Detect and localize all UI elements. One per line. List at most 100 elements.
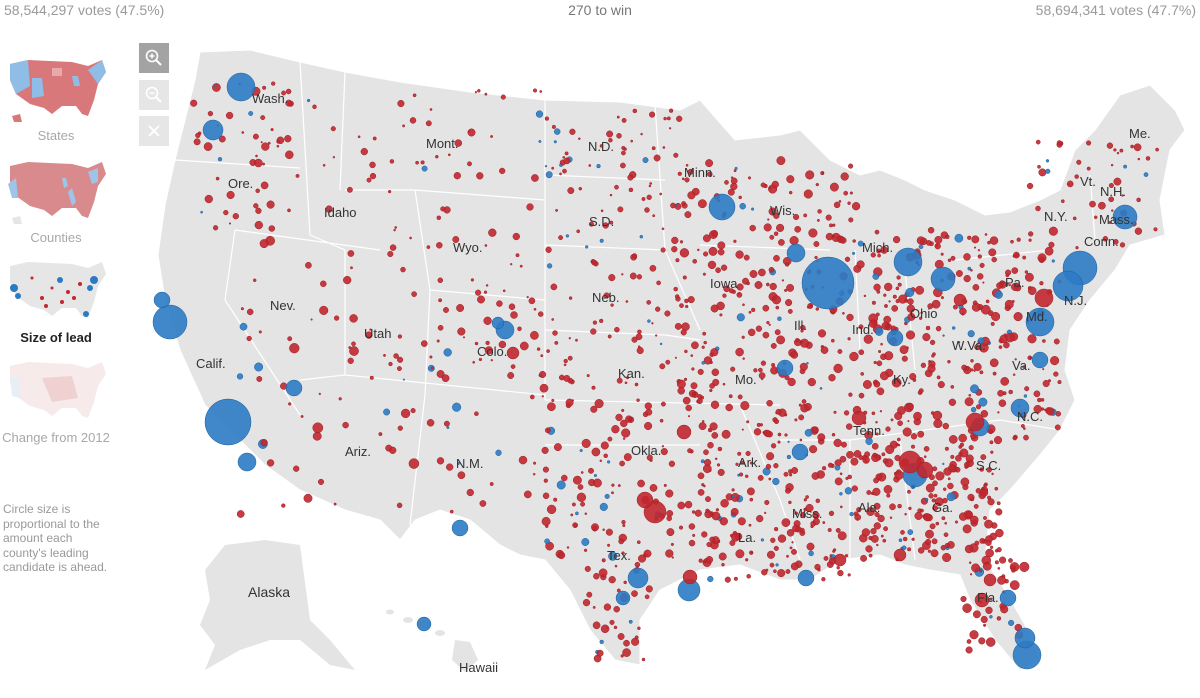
republican-lead-circle — [412, 93, 417, 98]
republican-lead-circle — [537, 311, 544, 317]
republican-lead-circle — [366, 177, 372, 183]
democrat-lead-circle — [786, 454, 792, 460]
reset-button[interactable] — [139, 116, 169, 146]
republican-lead-circle — [207, 110, 214, 117]
label-mich: Mich. — [862, 240, 893, 255]
republican-lead-circle — [770, 342, 777, 349]
republican-lead-circle — [749, 224, 756, 232]
republican-lead-circle — [1038, 168, 1047, 177]
republican-lead-circle — [970, 515, 979, 525]
republican-lead-circle — [832, 235, 836, 238]
democrat-lead-circle — [628, 619, 633, 624]
view-change-from-2012-button[interactable]: Change from 2012 — [0, 358, 112, 445]
republican-lead-circle — [608, 576, 616, 584]
republican-lead-circle — [748, 523, 752, 527]
republican-lead-circle — [932, 480, 938, 487]
republican-lead-circle — [781, 279, 785, 282]
republican-lead-circle — [906, 402, 914, 411]
republican-lead-circle — [620, 419, 628, 428]
republican-lead-circle — [266, 459, 275, 467]
republican-lead-circle — [610, 303, 614, 307]
republican-lead-circle — [438, 298, 443, 303]
republican-lead-circle — [828, 510, 835, 517]
view-states-button[interactable]: States — [0, 56, 112, 143]
zoom-in-button[interactable] — [139, 43, 169, 73]
democrat-lead-circle — [819, 387, 823, 390]
republican-lead-circle — [260, 141, 263, 144]
view-counties-button[interactable]: Counties — [0, 158, 112, 245]
republican-lead-circle — [875, 312, 880, 317]
republican-lead-circle — [768, 266, 775, 273]
democrat-lead-circle — [1051, 259, 1055, 263]
republican-lead-circle — [940, 252, 944, 256]
republican-lead-circle — [674, 294, 680, 299]
republican-lead-circle — [387, 250, 394, 258]
republican-lead-circle — [773, 254, 780, 262]
republican-lead-circle — [863, 334, 873, 344]
republican-lead-circle — [677, 387, 685, 395]
republican-lead-circle — [701, 345, 705, 349]
zoom-out-button[interactable] — [139, 80, 169, 110]
republican-lead-circle — [1072, 216, 1077, 221]
republican-lead-circle — [803, 189, 813, 199]
republican-lead-circle — [1130, 144, 1134, 149]
republican-lead-circle — [923, 446, 930, 452]
republican-lead-circle — [758, 367, 763, 373]
republican-lead-circle — [529, 394, 535, 400]
republican-lead-circle — [968, 393, 972, 397]
republican-lead-circle — [878, 349, 882, 354]
republican-lead-circle — [409, 236, 412, 240]
election-map[interactable]: Wash. Ore. Calif. Nev. Idaho Mont. Wyo. … — [140, 30, 1200, 698]
republican-lead-circle — [832, 549, 836, 553]
republican-lead-circle — [800, 512, 807, 519]
republican-lead-circle — [892, 235, 901, 244]
label-wis: Wis. — [770, 203, 795, 218]
republican-lead-circle — [847, 201, 851, 205]
democrat-lead-circle — [416, 616, 432, 632]
republican-lead-circle — [568, 337, 571, 340]
republican-lead-circle — [621, 428, 631, 438]
republican-lead-circle — [702, 234, 711, 243]
republican-lead-circle — [410, 408, 416, 414]
republican-lead-circle — [553, 443, 562, 452]
republican-lead-circle — [868, 319, 878, 328]
republican-lead-circle — [350, 266, 353, 270]
republican-lead-circle — [918, 388, 924, 394]
republican-lead-circle — [1106, 142, 1114, 149]
republican-lead-circle — [986, 467, 992, 473]
republican-lead-circle — [1048, 226, 1058, 236]
view-size-of-lead-button[interactable]: Size of lead — [0, 258, 112, 345]
republican-lead-circle — [846, 313, 854, 322]
republican-lead-circle — [884, 458, 894, 468]
democrat-lead-circle — [606, 460, 611, 464]
republican-lead-circle — [770, 443, 777, 449]
republican-lead-circle — [609, 619, 615, 625]
republican-lead-circle — [765, 568, 769, 572]
label-mass: Mass. — [1099, 212, 1134, 227]
republican-lead-circle — [474, 411, 479, 417]
republican-lead-circle — [1119, 242, 1126, 248]
republican-lead-circle — [873, 380, 881, 388]
republican-lead-circle — [258, 330, 262, 334]
republican-lead-circle — [256, 376, 263, 382]
republican-lead-circle — [1020, 424, 1025, 428]
republican-lead-circle — [747, 328, 756, 337]
republican-lead-circle — [397, 425, 403, 431]
republican-lead-circle — [830, 338, 835, 343]
label-tenn: Tenn. — [853, 423, 885, 438]
republican-lead-circle — [974, 344, 981, 351]
republican-lead-circle — [787, 308, 793, 314]
republican-lead-circle — [681, 177, 685, 181]
view-size-of-lead-label: Size of lead — [20, 330, 92, 345]
republican-lead-circle — [753, 368, 758, 373]
republican-lead-circle — [684, 500, 693, 509]
republican-lead-circle — [685, 163, 689, 167]
republican-lead-circle — [456, 304, 465, 312]
republican-lead-circle — [576, 229, 581, 234]
republican-lead-circle — [568, 296, 573, 300]
republican-lead-circle — [555, 208, 559, 212]
democrat-lead-circle — [886, 329, 904, 347]
republican-lead-circle — [623, 580, 627, 585]
democrat-lead-circle — [967, 330, 975, 338]
republican-lead-circle — [745, 558, 749, 562]
